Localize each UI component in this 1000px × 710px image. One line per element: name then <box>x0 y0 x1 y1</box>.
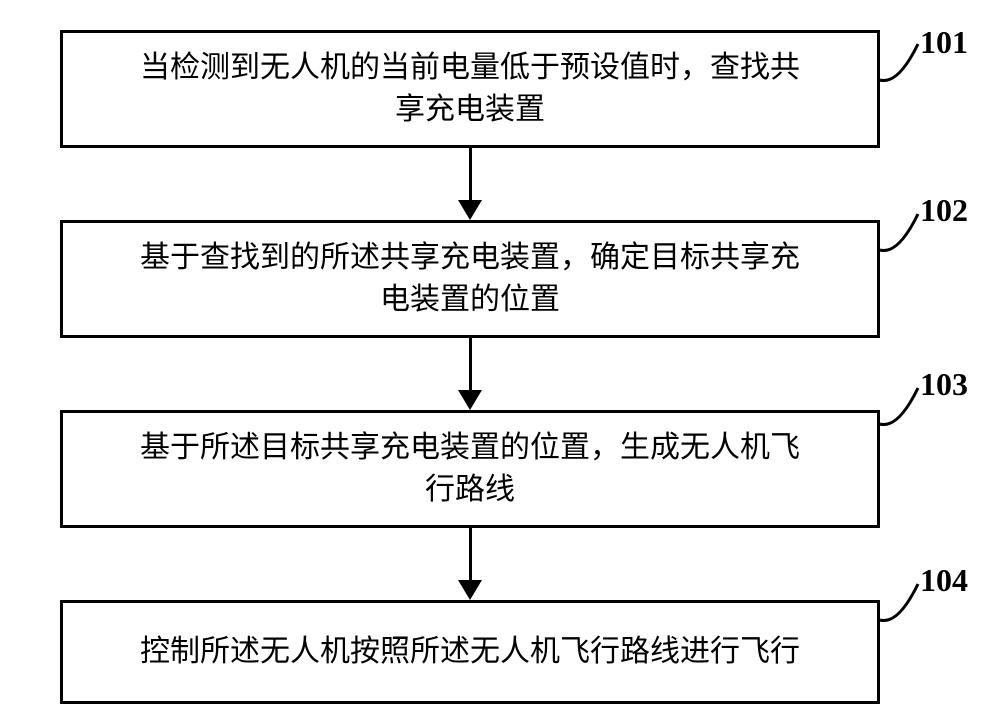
arrow-head-icon <box>458 200 482 220</box>
step-box-102: 基于查找到的所述共享充电装置，确定目标共享充 电装置的位置 <box>60 220 880 338</box>
connector-101 <box>878 30 923 100</box>
step-text-line2: 电装置的位置 <box>83 279 857 321</box>
step-box-101: 当检测到无人机的当前电量低于预设值时，查找共 享充电装置 <box>60 30 880 148</box>
step-text-line2: 享充电装置 <box>83 89 857 131</box>
step-text-line1: 基于查找到的所述共享充电装置，确定目标共享充 <box>83 237 857 279</box>
step-text-line1: 当检测到无人机的当前电量低于预设值时，查找共 <box>83 47 857 89</box>
connector-102 <box>878 200 923 270</box>
arrow-3 <box>60 528 880 600</box>
connector-104 <box>878 570 923 640</box>
arrow-head-icon <box>458 390 482 410</box>
arrow-2 <box>60 338 880 410</box>
connector-103 <box>878 374 923 444</box>
step-text-line2: 行路线 <box>83 469 857 511</box>
step-box-104: 控制所述无人机按照所述无人机飞行路线进行飞行 <box>60 600 880 704</box>
step-label-104: 104 <box>920 562 968 599</box>
flowchart-container: 当检测到无人机的当前电量低于预设值时，查找共 享充电装置 基于查找到的所述共享充… <box>60 30 880 704</box>
arrow-1 <box>60 148 880 220</box>
step-label-103: 103 <box>920 366 968 403</box>
step-text-line1: 基于所述目标共享充电装置的位置，生成无人机飞 <box>83 427 857 469</box>
step-label-101: 101 <box>920 24 968 61</box>
step-box-103: 基于所述目标共享充电装置的位置，生成无人机飞 行路线 <box>60 410 880 528</box>
arrow-line <box>469 148 472 202</box>
step-text-line1: 控制所述无人机按照所述无人机飞行路线进行飞行 <box>83 631 857 673</box>
arrow-line <box>469 338 472 392</box>
arrow-head-icon <box>458 580 482 600</box>
step-label-102: 102 <box>920 192 968 229</box>
arrow-line <box>469 528 472 582</box>
